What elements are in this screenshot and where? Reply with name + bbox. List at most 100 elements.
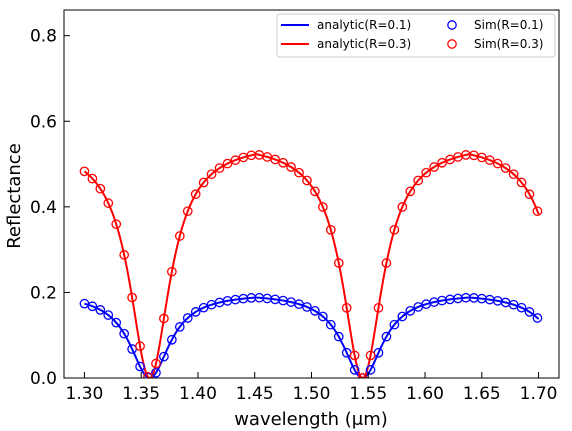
data-point-sim-r03	[286, 162, 296, 172]
y-tick-label: 0.4	[30, 198, 57, 218]
x-tick-label: 1.45	[236, 384, 274, 404]
legend-label: analytic(R=0.1)	[317, 18, 411, 32]
x-tick-label: 1.30	[66, 384, 104, 404]
data-point-sim-r03	[500, 163, 511, 173]
data-point-sim-r03	[333, 258, 344, 268]
data-point-sim-r03	[389, 224, 400, 235]
data-point-sim-r01	[190, 307, 201, 317]
data-point-sim-r03	[103, 198, 114, 208]
data-point-sim-r03	[294, 167, 304, 178]
data-point-sim-r01	[302, 302, 312, 312]
data-point-sim-r03	[365, 350, 376, 361]
data-point-sim-r03	[198, 177, 209, 188]
data-point-sim-r01	[405, 306, 416, 316]
x-tick-label: 1.35	[122, 384, 160, 404]
y-tick-label: 0.2	[30, 283, 57, 303]
legend: analytic(R=0.1) analytic(R=0.3) Sim(R=0.1)…	[276, 13, 556, 58]
legend-label: Sim(R=0.1)	[474, 18, 543, 32]
data-point-sim-r01	[349, 365, 360, 375]
y-tick-label: 0.8	[30, 27, 57, 47]
data-point-sim-r01	[87, 301, 98, 312]
data-point-sim-r01	[174, 322, 185, 332]
y-tick-label: 0.0	[30, 369, 57, 389]
x-tick-label: 1.55	[349, 384, 387, 404]
data-point-sim-r03	[532, 206, 543, 217]
x-axis-label: wavelength (μm)	[234, 409, 388, 430]
data-point-sim-r03	[484, 155, 495, 165]
legend-label: Sim(R=0.3)	[474, 37, 543, 51]
x-tick-label: 1.65	[463, 384, 501, 404]
data-point-sim-r03	[159, 313, 169, 324]
x-tick-label: 1.40	[179, 384, 217, 404]
data-point-sim-r03	[397, 202, 408, 212]
x-tick-label: 1.50	[293, 384, 331, 404]
data-point-sim-r01	[325, 319, 336, 330]
data-point-sim-r03	[182, 206, 193, 217]
data-point-sim-r03	[119, 250, 130, 260]
series-line-analytic-r03	[83, 153, 540, 378]
data-point-sim-r03	[222, 158, 233, 169]
data-point-sim-r01	[532, 313, 543, 323]
data-point-sim-r03	[214, 163, 225, 173]
data-point-sim-r01	[182, 313, 193, 323]
data-point-sim-r01	[135, 361, 145, 372]
data-point-sim-r03	[143, 372, 153, 378]
data-point-sim-r03	[373, 303, 384, 313]
data-point-sim-r01	[524, 307, 535, 317]
data-point-sim-r01	[159, 351, 169, 362]
data-point-sim-r03	[413, 175, 424, 186]
data-point-sim-r01	[151, 367, 161, 378]
legend-box	[276, 13, 556, 58]
data-point-sim-r03	[127, 292, 137, 303]
data-point-sim-r01	[119, 328, 130, 339]
data-point-sim-r03	[206, 169, 217, 180]
axes-layer: 1.30 1.35 1.40 1.45 1.50 1.55 1.60 1.65 1.70 0.0 0…	[30, 9, 560, 404]
data-point-sim-r03	[524, 189, 535, 200]
data-point-sim-r03	[492, 158, 503, 169]
data-point-sim-r03	[310, 186, 320, 197]
data-point-sim-r03	[421, 167, 432, 178]
data-point-sim-r03	[167, 266, 177, 277]
data-point-sim-r03	[437, 157, 447, 168]
data-point-sim-r03	[317, 202, 328, 212]
data-point-sim-r03	[270, 154, 281, 165]
legend-swatch-marker	[447, 39, 457, 49]
y-axis-label: Reflectance	[4, 143, 25, 249]
data-point-sim-r03	[381, 258, 392, 268]
data-point-sim-r03	[429, 162, 439, 172]
data-point-sim-r03	[190, 189, 201, 200]
data-point-sim-r01	[111, 317, 122, 328]
legend-label: analytic(R=0.3)	[317, 37, 411, 51]
data-point-sim-r01	[381, 331, 392, 342]
series-layer	[79, 150, 543, 378]
data-point-sim-r01	[167, 334, 177, 345]
data-point-sim-r03	[405, 186, 416, 197]
data-point-sim-r01	[310, 306, 320, 316]
data-point-sim-r01	[389, 319, 400, 330]
data-point-sim-r01	[397, 311, 408, 322]
x-tick-label: 1.60	[406, 384, 444, 404]
data-point-sim-r03	[349, 350, 360, 361]
data-point-sim-r03	[302, 175, 312, 186]
data-point-sim-r03	[278, 157, 288, 168]
legend-swatch-marker	[447, 20, 457, 30]
data-point-sim-r03	[151, 358, 161, 369]
data-point-sim-r01	[103, 310, 114, 320]
data-point-sim-r03	[508, 169, 519, 180]
data-point-sim-r03	[95, 183, 106, 194]
data-point-sim-r03	[174, 231, 185, 241]
data-point-sim-r01	[516, 302, 527, 313]
data-point-sim-r03	[341, 303, 352, 313]
data-point-sim-r03	[79, 166, 90, 177]
data-point-sim-r01	[333, 331, 344, 342]
data-point-sim-r03	[135, 341, 145, 352]
data-point-sim-r01	[365, 365, 376, 375]
y-tick-label: 0.6	[30, 112, 57, 132]
data-point-sim-r03	[516, 177, 527, 188]
data-point-sim-r03	[111, 219, 122, 230]
x-tick-label: 1.70	[520, 384, 558, 404]
data-point-sim-r03	[87, 173, 98, 184]
data-point-sim-r01	[317, 311, 328, 322]
data-point-sim-r01	[95, 305, 106, 315]
